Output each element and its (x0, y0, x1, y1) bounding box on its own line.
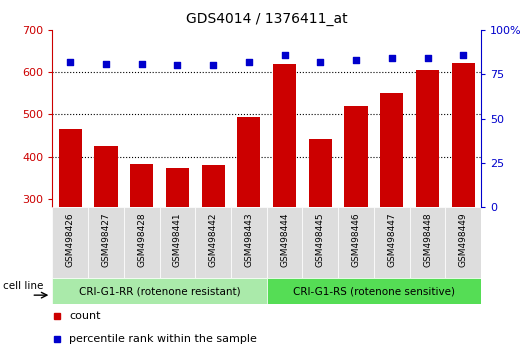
Bar (88, 207, 124, 278)
Bar (410, 207, 446, 278)
Point (423, 56, 431, 61)
Point (209, 63, 217, 68)
Bar (160, 207, 195, 278)
Bar (267, 207, 302, 278)
Bar (124, 207, 160, 278)
Text: GSM498442: GSM498442 (209, 213, 218, 267)
Point (388, 56, 396, 61)
Text: CRI-G1-RS (rotenone sensitive): CRI-G1-RS (rotenone sensitive) (293, 286, 455, 296)
Text: GSM498446: GSM498446 (351, 213, 360, 267)
Point (66, 59, 74, 65)
Bar (273, 64, 296, 325)
Bar (59, 129, 82, 325)
Text: GSM498443: GSM498443 (244, 213, 253, 267)
Point (316, 59, 324, 65)
Text: GSM498426: GSM498426 (66, 213, 75, 267)
Text: GSM498449: GSM498449 (459, 213, 468, 267)
Bar (446, 207, 481, 278)
Bar (231, 207, 267, 278)
Bar (195, 207, 231, 278)
Point (459, 52, 468, 58)
Bar (130, 164, 153, 325)
Bar (94, 147, 118, 325)
Point (280, 52, 289, 58)
Bar (338, 207, 374, 278)
Text: count: count (70, 311, 101, 321)
Bar (374, 207, 410, 278)
Point (173, 63, 181, 68)
Text: GSM498441: GSM498441 (173, 213, 182, 267)
Bar (302, 207, 338, 278)
Title: GDS4014 / 1376411_at: GDS4014 / 1376411_at (186, 12, 348, 26)
Bar (52, 207, 88, 278)
Text: cell line: cell line (3, 281, 43, 291)
Bar (52, 278, 267, 304)
Bar (452, 63, 475, 325)
Bar (380, 93, 403, 325)
Text: GSM498448: GSM498448 (423, 213, 432, 267)
Bar (267, 278, 481, 304)
Bar (201, 165, 225, 325)
Point (101, 61, 110, 67)
Bar (309, 139, 332, 325)
Bar (345, 105, 368, 325)
Point (245, 59, 253, 65)
Bar (237, 117, 260, 325)
Point (138, 61, 146, 67)
Point (352, 57, 360, 63)
Text: GSM498428: GSM498428 (137, 213, 146, 267)
Text: GSM498427: GSM498427 (101, 213, 110, 267)
Bar (166, 168, 189, 325)
Text: percentile rank within the sample: percentile rank within the sample (70, 334, 257, 344)
Text: GSM498444: GSM498444 (280, 213, 289, 267)
Bar (416, 70, 439, 325)
Text: GSM498445: GSM498445 (316, 213, 325, 267)
Text: GSM498447: GSM498447 (388, 213, 396, 267)
Text: CRI-G1-RR (rotenone resistant): CRI-G1-RR (rotenone resistant) (78, 286, 241, 296)
